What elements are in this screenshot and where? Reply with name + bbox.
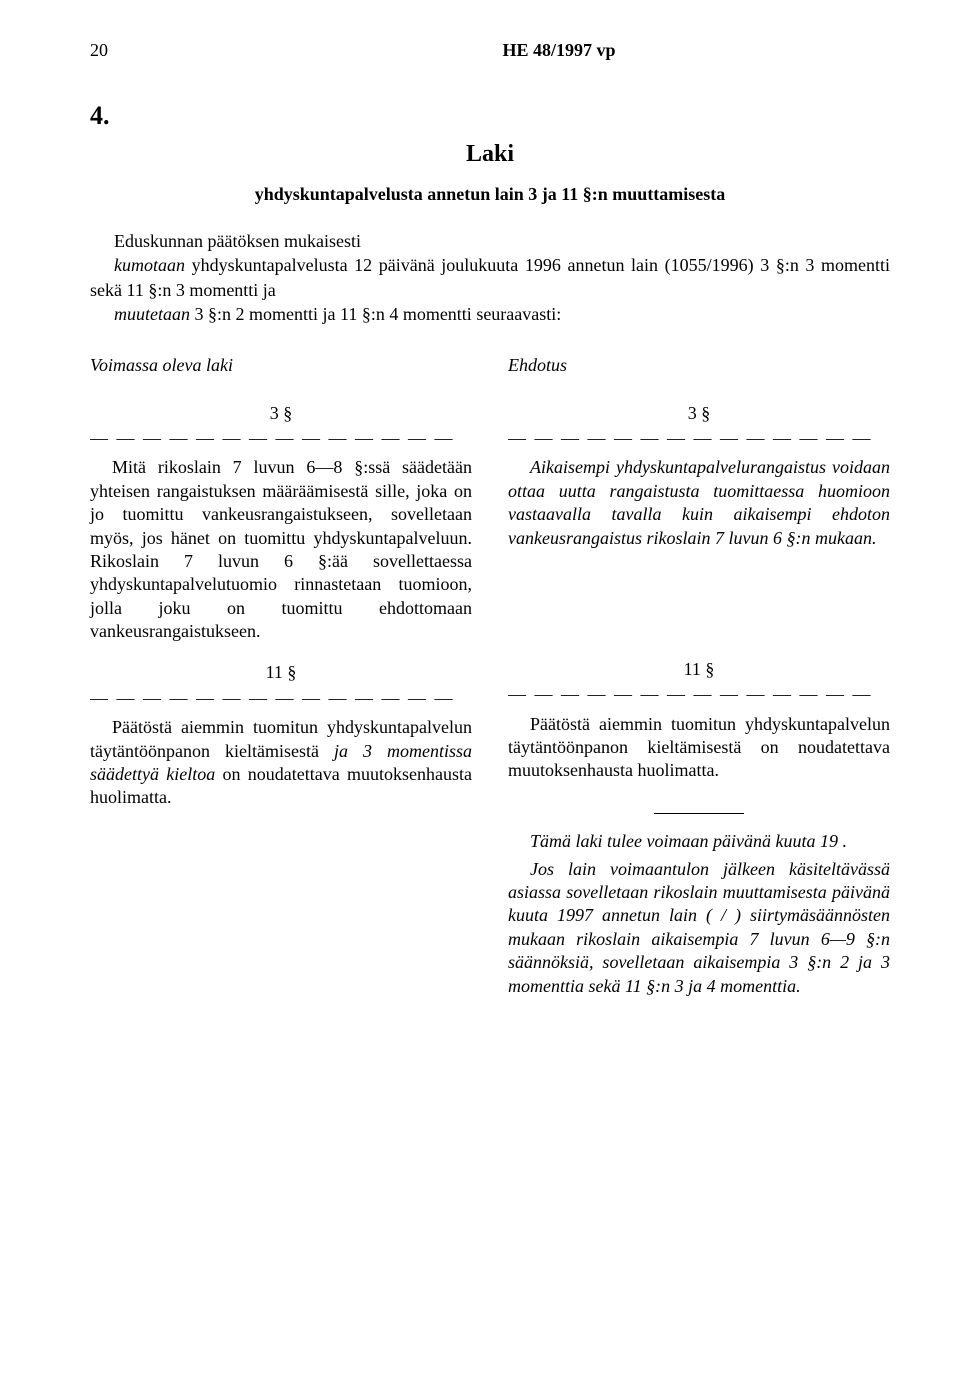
dash-rule: — — — — — — — — — — — — — — (90, 427, 472, 450)
page-number: 20 (90, 40, 108, 61)
left-s3-text: Mitä rikoslain 7 luvun 6—8 §:ssä säädetä… (90, 456, 472, 643)
right-s3-text: Aikaisempi yhdyskuntapalvelurangaistus v… (508, 456, 890, 550)
page-header: 20 HE 48/1997 vp (90, 40, 890, 61)
intro-kumotaan: kumotaan (114, 255, 185, 275)
left-heading: Voimassa oleva laki (90, 354, 472, 377)
law-title: Laki (90, 141, 890, 168)
law-subtitle: yhdyskuntapalvelusta annetun lain 3 ja 1… (90, 184, 890, 205)
intro-line-3: muutetaan 3 §:n 2 momentti ja 11 §:n 4 m… (90, 302, 890, 326)
document-reference: HE 48/1997 vp (502, 40, 615, 61)
separator-rule (508, 797, 890, 820)
right-s3-label: 3 § (508, 402, 890, 425)
intro-rest-1: yhdyskuntapalvelusta 12 päivänä joulukuu… (90, 255, 890, 299)
intro-rest-2: 3 §:n 2 momentti ja 11 §:n 4 momentti se… (190, 304, 561, 324)
right-heading: Ehdotus (508, 354, 890, 377)
right-final-p2: Jos lain voimaantulon jälkeen käsiteltäv… (508, 858, 890, 998)
right-s11-label: 11 § (508, 658, 890, 681)
dash-rule: — — — — — — — — — — — — — — (508, 427, 890, 450)
right-final-p1: Tämä laki tulee voimaan päivänä kuuta 19… (508, 830, 890, 853)
dash-rule: — — — — — — — — — — — — — — (90, 687, 472, 710)
left-column: Voimassa oleva laki 3 § — — — — — — — — … (90, 354, 472, 1002)
dash-rule: — — — — — — — — — — — — — — (508, 683, 890, 706)
page-container: 20 HE 48/1997 vp 4. Laki yhdyskuntapalve… (0, 0, 960, 1062)
intro-line-2: kumotaan yhdyskuntapalvelusta 12 päivänä… (90, 253, 890, 302)
intro-line-1: Eduskunnan päätöksen mukaisesti (90, 229, 890, 253)
intro-muutetaan: muutetaan (114, 304, 190, 324)
left-s11-text: Päätöstä aiemmin tuomitun yhdyskuntapalv… (90, 716, 472, 810)
section-number: 4. (90, 101, 890, 131)
intro-block: Eduskunnan päätöksen mukaisesti kumotaan… (90, 229, 890, 326)
left-s11-label: 11 § (90, 661, 472, 684)
left-s3-label: 3 § (90, 402, 472, 425)
right-s11-text: Päätöstä aiemmin tuomitun yhdyskuntapalv… (508, 713, 890, 783)
two-column-layout: Voimassa oleva laki 3 § — — — — — — — — … (90, 354, 890, 1002)
right-column: Ehdotus 3 § — — — — — — — — — — — — — — … (508, 354, 890, 1002)
